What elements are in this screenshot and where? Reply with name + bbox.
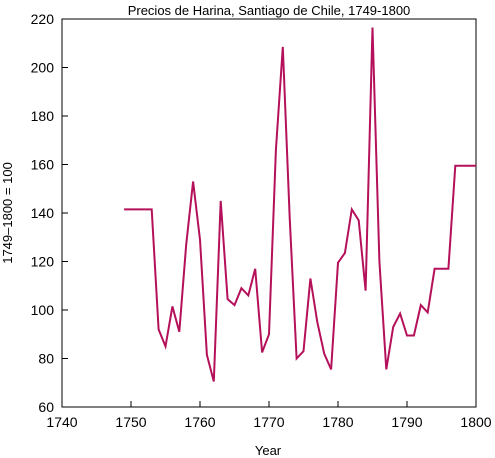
x-tick-label: 1790 [391, 414, 422, 430]
y-tick-label: 140 [31, 205, 55, 221]
y-tick-label: 60 [38, 399, 54, 415]
plot-frame [61, 18, 477, 408]
series-layer [124, 27, 476, 382]
x-tick-label: 1740 [46, 414, 77, 430]
y-axis: 60 80 100 120 140 160 180 200 220 [31, 11, 68, 415]
x-tick-label: 1770 [253, 414, 284, 430]
x-axis: 1740 1750 1760 1770 1780 1790 1800 [46, 401, 492, 430]
y-tick-label: 80 [38, 351, 54, 367]
chart-title: Precios de Harina, Santiago de Chile, 17… [128, 3, 411, 18]
series-line [124, 27, 476, 382]
y-tick-label: 160 [31, 157, 55, 173]
x-tick-label: 1780 [322, 414, 353, 430]
y-tick-label: 220 [31, 11, 55, 27]
y-tick-label: 120 [31, 254, 55, 270]
x-tick-label: 1760 [184, 414, 215, 430]
y-tick-label: 180 [31, 108, 55, 124]
y-tick-label: 100 [31, 302, 55, 318]
x-tick-label: 1800 [460, 414, 491, 430]
y-axis-title: 1749–1800 = 100 [0, 162, 15, 264]
x-tick-label: 1750 [115, 414, 146, 430]
y-tick-label: 200 [31, 60, 55, 76]
x-axis-title: Year [255, 443, 282, 458]
